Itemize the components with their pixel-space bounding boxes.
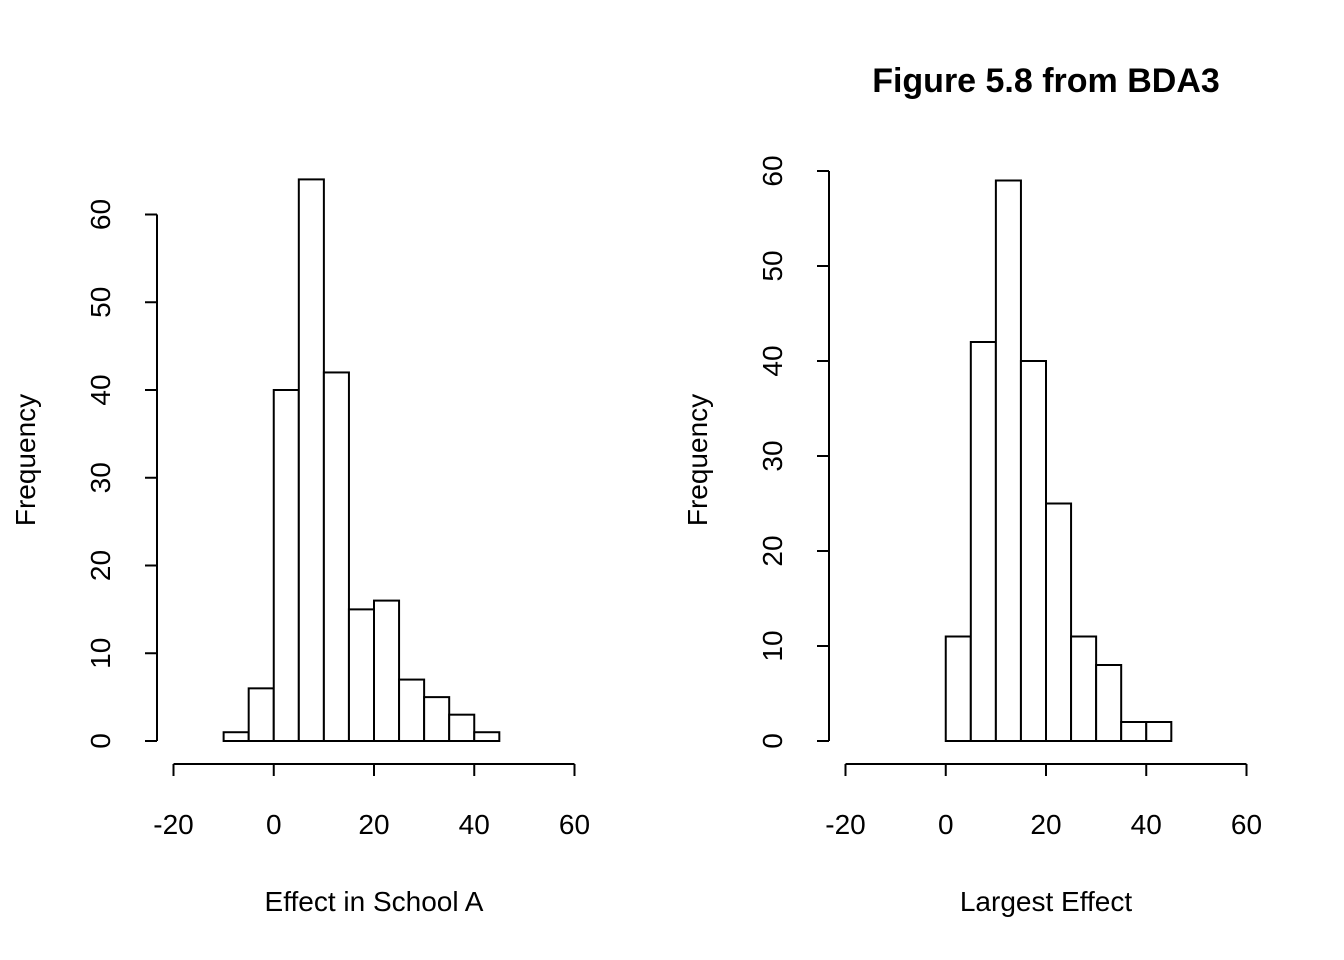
y-axis: 0 10 20 30 40 50 60 — [757, 155, 830, 749]
y-tick-label: 20 — [85, 550, 116, 581]
x-tick-label: 20 — [1030, 809, 1061, 840]
y-tick-label: 60 — [757, 155, 788, 186]
histogram-bar — [222, 731, 250, 742]
histogram-bar — [398, 678, 426, 743]
bars — [944, 179, 1173, 742]
y-axis-label: Frequency — [10, 394, 41, 526]
x-axis-label: Effect in School A — [265, 886, 484, 917]
y-tick-label: 50 — [85, 287, 116, 318]
y-tick-label: 20 — [757, 535, 788, 566]
y-tick-label: 60 — [85, 199, 116, 230]
histogram-bar — [272, 389, 300, 742]
y-tick-label: 0 — [85, 733, 116, 749]
y-tick-label: 10 — [757, 630, 788, 661]
x-tick-label: 40 — [459, 809, 490, 840]
histogram-bar — [1120, 721, 1148, 742]
histogram-bar — [1095, 664, 1123, 742]
x-axis-label: Largest Effect — [960, 886, 1132, 917]
x-tick-label: 0 — [266, 809, 282, 840]
x-tick-label: -20 — [825, 809, 865, 840]
x-tick-label: 20 — [358, 809, 389, 840]
y-tick-label: 30 — [85, 462, 116, 493]
x-axis: -20 0 20 40 60 — [153, 763, 590, 840]
y-tick-label: 40 — [85, 374, 116, 405]
histogram-bar — [994, 179, 1022, 742]
histogram-bar — [1070, 635, 1098, 742]
histogram-bar — [373, 599, 401, 742]
histogram-bar — [297, 178, 325, 742]
x-tick-label: 40 — [1131, 809, 1162, 840]
histogram-bar — [1145, 721, 1173, 742]
y-axis: 0 10 20 30 40 50 60 — [85, 199, 158, 749]
x-tick-label: 0 — [938, 809, 954, 840]
histogram-bar — [247, 687, 275, 742]
x-tick-label: -20 — [153, 809, 193, 840]
y-tick-label: 30 — [757, 440, 788, 471]
histogram-school-a: -20 0 20 40 60 0 10 20 30 40 50 60 Effect in Schoo… — [10, 178, 590, 917]
histogram-bar — [1045, 502, 1073, 742]
y-tick-label: 40 — [757, 345, 788, 376]
histogram-bar — [322, 371, 350, 742]
y-tick-label: 50 — [757, 250, 788, 281]
histogram-bar — [347, 608, 375, 742]
bars — [222, 178, 501, 743]
histogram-bar — [1019, 360, 1047, 742]
histogram-bar — [969, 341, 997, 742]
y-axis-label: Frequency — [682, 394, 713, 526]
x-axis: -20 0 20 40 60 — [825, 763, 1262, 840]
panel-title: Figure 5.8 from BDA3 — [872, 62, 1220, 100]
y-tick-label: 10 — [85, 638, 116, 669]
histogram-bar — [473, 731, 501, 742]
histogram-bar — [944, 635, 972, 742]
x-tick-label: 60 — [1231, 809, 1262, 840]
x-tick-label: 60 — [559, 809, 590, 840]
histogram-bar — [448, 713, 476, 742]
histogram-largest-effect: Figure 5.8 from BDA3 -20 0 20 40 60 0 10 20 30 4… — [682, 62, 1262, 917]
y-tick-label: 0 — [757, 733, 788, 749]
histogram-bar — [423, 696, 451, 742]
